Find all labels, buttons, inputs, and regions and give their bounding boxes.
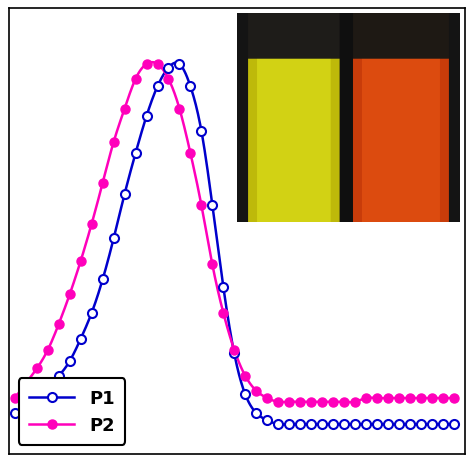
Legend: P1, P2: P1, P2: [18, 378, 126, 445]
